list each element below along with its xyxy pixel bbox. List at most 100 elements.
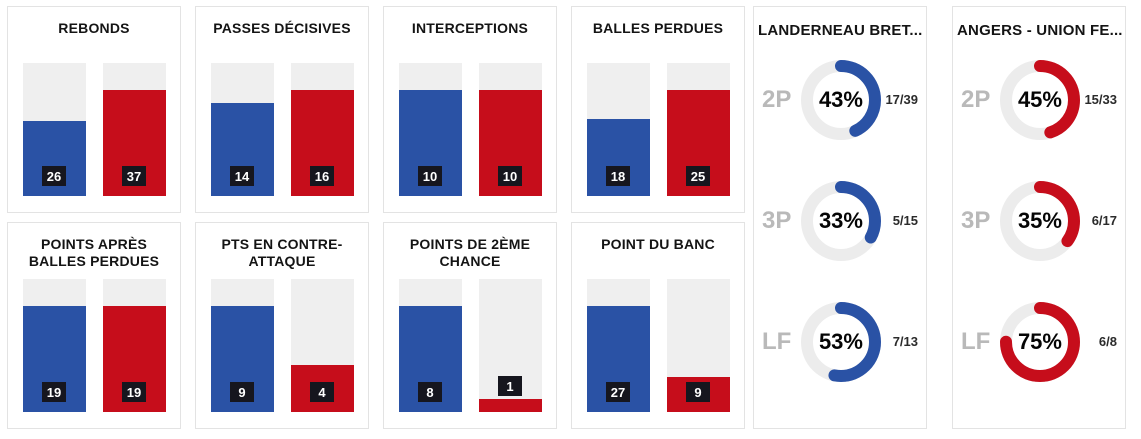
bar-track-away: 25: [666, 63, 730, 196]
shot-type-label: 2P: [961, 85, 991, 113]
bar-track-home: 27: [586, 279, 650, 412]
stat-card: BALLES PERDUES 18 25: [571, 6, 745, 213]
shooting-panel: ANGERS - UNION FE... 2P 45% 15/33 3P 35%…: [952, 6, 1126, 429]
stat-card-title: POINTS DE 2ÈME CHANCE: [409, 236, 531, 269]
donut-percent: 53%: [818, 328, 863, 354]
stat-card: POINTS APRÈS BALLES PERDUES 19 19: [7, 222, 181, 429]
donut-svg: [999, 301, 1080, 382]
value-chip-away: 37: [122, 166, 146, 186]
donut-rows: 2P 43% 17/39 3P 33% 5/15 LF 53%: [754, 39, 926, 402]
bar-track-home: 9: [210, 279, 274, 412]
donut-chart: 33%: [800, 180, 881, 261]
bar-track-home: 26: [22, 63, 86, 196]
bar-track-away: 37: [102, 63, 166, 196]
made-attempted: 6/17: [1091, 213, 1117, 228]
value-chip-home: 9: [230, 382, 254, 402]
shooting-panel-title: LANDERNEAU BRET...: [758, 22, 923, 39]
bar-chart: 14 16: [196, 63, 368, 196]
bar-chart: 18 25: [572, 63, 744, 196]
shooting-panel-title: ANGERS - UNION FE...: [957, 22, 1123, 39]
value-chip-away: 19: [122, 382, 146, 402]
donut-chart: 45%: [999, 59, 1080, 140]
bar-away: [478, 399, 542, 412]
donut-svg: [800, 180, 881, 261]
bar-track-away: 1: [478, 279, 542, 412]
stat-card-title: POINT DU BANC: [601, 236, 715, 252]
stat-card: REBONDS 26 37: [7, 6, 181, 213]
bar-chart: 8 1: [384, 279, 556, 412]
donut-svg: [999, 180, 1080, 261]
donut-row: LF 75% 6/8: [953, 281, 1125, 402]
donut-chart: 53%: [800, 301, 881, 382]
value-chip-away: 10: [498, 166, 522, 186]
value-chip-away: 4: [310, 382, 334, 402]
donut-percent: 35%: [1017, 207, 1062, 233]
stats-dashboard: REBONDS 26 37 PASSES DÉCISIVES 14 16: [7, 6, 1126, 429]
shot-type-label: LF: [961, 327, 991, 355]
bar-chart: 26 37: [8, 63, 180, 196]
value-chip-home: 18: [606, 166, 630, 186]
donut-percent: 45%: [1017, 86, 1062, 112]
value-chip-home: 26: [42, 166, 66, 186]
donut-row: 3P 35% 6/17: [953, 160, 1125, 281]
stat-card-title: PTS EN CONTRE-ATTAQUE: [221, 236, 343, 269]
made-attempted: 17/39: [885, 92, 918, 107]
donut-svg: [800, 301, 881, 382]
donut-row: 2P 43% 17/39: [754, 39, 926, 160]
stat-card-title: PASSES DÉCISIVES: [213, 20, 351, 36]
bar-chart: 19 19: [8, 279, 180, 412]
made-attempted: 6/8: [1098, 334, 1117, 349]
stat-card: POINTS DE 2ÈME CHANCE 8 1: [383, 222, 557, 429]
donut-row: LF 53% 7/13: [754, 281, 926, 402]
donut-rows: 2P 45% 15/33 3P 35% 6/17 LF 75%: [953, 39, 1125, 402]
donut-row: 3P 33% 5/15: [754, 160, 926, 281]
stat-card-title: POINTS APRÈS BALLES PERDUES: [28, 236, 160, 269]
bar-chart: 10 10: [384, 63, 556, 196]
bar-track-home: 18: [586, 63, 650, 196]
stat-card: PASSES DÉCISIVES 14 16: [195, 6, 369, 213]
bar-track-away: 10: [478, 63, 542, 196]
stat-card: INTERCEPTIONS 10 10: [383, 6, 557, 213]
bar-track-away: 9: [666, 279, 730, 412]
donut-svg: [800, 59, 881, 140]
donut-svg: [999, 59, 1080, 140]
made-attempted: 5/15: [892, 213, 918, 228]
value-chip-away: 9: [686, 382, 710, 402]
shot-type-label: 2P: [762, 85, 792, 113]
value-chip-home: 10: [418, 166, 442, 186]
stat-card-title: REBONDS: [58, 20, 130, 36]
bar-track-away: 19: [102, 279, 166, 412]
bar-track-home: 8: [398, 279, 462, 412]
stat-card-title: BALLES PERDUES: [592, 20, 724, 36]
made-attempted: 7/13: [892, 334, 918, 349]
made-attempted: 15/33: [1084, 92, 1117, 107]
donut-row: 2P 45% 15/33: [953, 39, 1125, 160]
bar-track-home: 10: [398, 63, 462, 196]
stat-card-title: INTERCEPTIONS: [411, 20, 529, 36]
bar-chart: 9 4: [196, 279, 368, 412]
value-chip-away: 1: [498, 376, 522, 396]
bar-track-home: 14: [210, 63, 274, 196]
stat-card: POINT DU BANC 27 9: [571, 222, 745, 429]
value-chip-away: 16: [310, 166, 334, 186]
donut-percent: 43%: [818, 86, 863, 112]
value-chip-home: 14: [230, 166, 254, 186]
shot-type-label: LF: [762, 327, 792, 355]
value-chip-home: 19: [42, 382, 66, 402]
bar-chart: 27 9: [572, 279, 744, 412]
shot-type-label: 3P: [961, 206, 991, 234]
bar-track-away: 4: [290, 279, 354, 412]
value-chip-away: 25: [686, 166, 710, 186]
donut-percent: 33%: [818, 207, 863, 233]
shooting-panel: LANDERNEAU BRET... 2P 43% 17/39 3P 33% 5…: [753, 6, 927, 429]
shot-type-label: 3P: [762, 206, 792, 234]
value-chip-home: 27: [606, 382, 630, 402]
shooting-panels: LANDERNEAU BRET... 2P 43% 17/39 3P 33% 5…: [745, 6, 1126, 429]
donut-chart: 35%: [999, 180, 1080, 261]
value-chip-home: 8: [418, 382, 442, 402]
stat-cards-grid: REBONDS 26 37 PASSES DÉCISIVES 14 16: [7, 6, 745, 429]
bar-track-away: 16: [290, 63, 354, 196]
donut-chart: 43%: [800, 59, 881, 140]
donut-chart: 75%: [999, 301, 1080, 382]
stat-card: PTS EN CONTRE-ATTAQUE 9 4: [195, 222, 369, 429]
